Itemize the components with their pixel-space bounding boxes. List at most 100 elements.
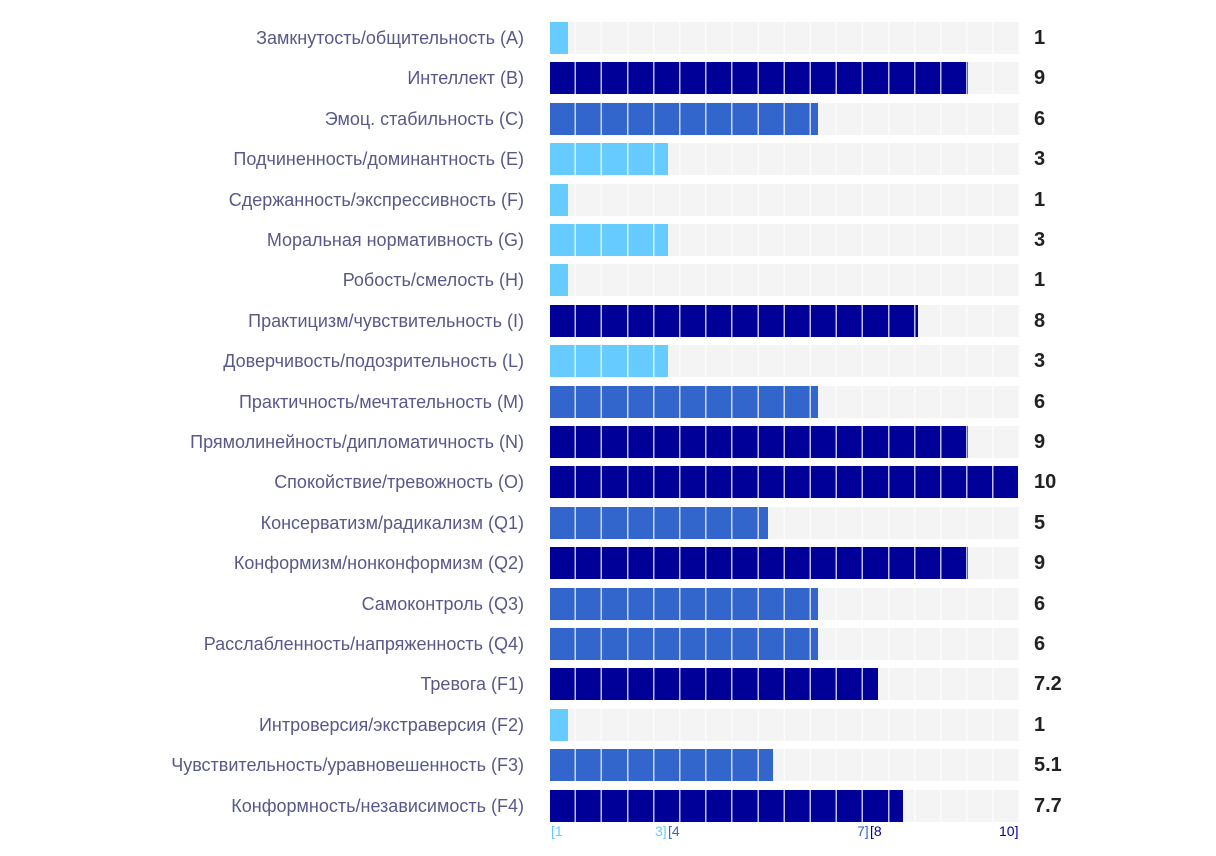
bar-track: [550, 708, 1020, 741]
bar-row: Самоконтроль (Q3) 6: [0, 587, 1216, 620]
category-label: Расслабленность/напряженность (Q4): [203, 634, 524, 654]
range-tick-label: [8: [870, 823, 882, 839]
range-tick-label: [4: [668, 823, 680, 839]
value-label: 1: [1034, 269, 1046, 292]
segment-grid: [550, 749, 1020, 782]
bar-track: [550, 587, 1020, 620]
segment-grid: [550, 708, 1020, 741]
segment-grid: [550, 789, 1020, 822]
segment-grid: [550, 385, 1020, 418]
segment-grid: [550, 547, 1020, 580]
category-label: Подчиненность/доминантность (E): [233, 149, 524, 170]
value-label: 9: [1034, 67, 1046, 90]
bar-row: Моральная нормативность (G) 3: [0, 224, 1216, 256]
category-label: Практичность/мечтательность (M): [238, 391, 524, 412]
value-label: 1: [1034, 188, 1046, 211]
value-label: 5.1: [1034, 754, 1062, 777]
bar-track: [550, 749, 1020, 782]
value-label: 6: [1034, 390, 1046, 413]
value-label: 6: [1034, 633, 1046, 655]
bar-row: Тревога (F1) 7.2: [0, 668, 1216, 701]
bar-row: Расслабленность/напряженность (Q4) 6: [0, 628, 1216, 660]
bar-row: Подчиненность/доминантность (E) 3: [0, 143, 1216, 176]
bar-track: [550, 547, 1020, 580]
segment-grid: [550, 466, 1020, 499]
category-label: Конформизм/нонконформизм (Q2): [233, 553, 524, 574]
segment-grid: [550, 426, 1020, 458]
segment-grid: [550, 506, 1020, 539]
segment-grid: [550, 183, 1020, 216]
bar-track: [550, 385, 1020, 418]
bar-row: Доверчивость/подозрительность (L) 3: [0, 345, 1216, 378]
bar-row: Интроверсия/экстраверсия (F2) 1: [0, 708, 1216, 741]
bar-track: [550, 628, 1020, 660]
category-label: Доверчивость/подозрительность (L): [223, 351, 524, 372]
value-label: 7.2: [1034, 673, 1062, 696]
category-label: Сдержанность/экспрессивность (F): [228, 189, 524, 210]
value-label: 6: [1034, 592, 1046, 615]
value-label: 10: [1034, 471, 1057, 494]
range-tick-label: [1: [551, 823, 563, 839]
bar-row: Замкнутость/общительность (A) 1: [0, 22, 1216, 54]
value-label: 6: [1034, 107, 1046, 130]
category-label: Эмоц. стабильность (C): [324, 108, 524, 129]
bar-track: [550, 102, 1020, 135]
bar-track: [550, 143, 1020, 176]
segment-grid: [550, 304, 1020, 337]
range-tick-label: 10]: [999, 823, 1019, 839]
category-label: Замкнутость/общительность (A): [256, 28, 524, 48]
value-label: 3: [1034, 350, 1046, 373]
segment-grid: [550, 668, 1020, 701]
bar-track: [550, 668, 1020, 701]
range-tick-label: 7]: [857, 823, 869, 839]
bar-row: Конформизм/нонконформизм (Q2) 9: [0, 547, 1216, 580]
bar-track: [550, 183, 1020, 216]
category-label: Интроверсия/экстраверсия (F2): [258, 714, 524, 735]
value-label: 1: [1034, 27, 1046, 49]
category-label: Самоконтроль (Q3): [361, 593, 524, 614]
segment-grid: [550, 62, 1020, 95]
category-label: Чувствительность/уравновешенность (F3): [171, 755, 524, 776]
value-label: 8: [1034, 309, 1046, 332]
category-label: Конформность/независимость (F4): [231, 795, 524, 816]
category-label: Прямолинейность/дипломатичность (N): [190, 432, 524, 452]
value-label: 9: [1034, 431, 1046, 453]
category-label: Робость/смелость (H): [342, 270, 524, 291]
value-label: 5: [1034, 511, 1046, 534]
bar-row: Интеллект (B) 9: [0, 62, 1216, 95]
category-label: Интеллект (B): [407, 68, 524, 89]
bar-track: [550, 466, 1020, 499]
bar-row: Конформность/независимость (F4) 7.7: [0, 789, 1216, 822]
bar-track: [550, 789, 1020, 822]
value-label: 9: [1034, 552, 1046, 575]
value-label: 3: [1034, 229, 1046, 251]
value-label: 3: [1034, 148, 1046, 171]
bar-row: Спокойствие/тревожность (O) 10: [0, 466, 1216, 499]
segment-grid: [550, 102, 1020, 135]
bar-row: Эмоц. стабильность (C) 6: [0, 102, 1216, 135]
bar-row: Консерватизм/радикализм (Q1) 5: [0, 506, 1216, 539]
bar-track: [550, 506, 1020, 539]
segment-grid: [550, 345, 1020, 378]
bar-row: Чувствительность/уравновешенность (F3) 5.…: [0, 749, 1216, 782]
segment-grid: [550, 224, 1020, 256]
bar-track: [550, 426, 1020, 458]
value-label: 7.7: [1034, 794, 1062, 817]
bar-row: Практицизм/чувствительность (I) 8: [0, 304, 1216, 337]
value-label: 1: [1034, 713, 1046, 736]
bar-track: [550, 304, 1020, 337]
range-tick-label: 3]: [655, 823, 667, 839]
segment-grid: [550, 264, 1020, 297]
bar-row: Робость/смелость (H) 1: [0, 264, 1216, 297]
category-label: Консерватизм/радикализм (Q1): [260, 512, 524, 533]
segment-grid: [550, 628, 1020, 660]
category-label: Спокойствие/тревожность (O): [274, 472, 524, 493]
bar-track: [550, 224, 1020, 256]
bar-track: [550, 62, 1020, 95]
bar-track: [550, 22, 1020, 54]
bar-track: [550, 264, 1020, 297]
bar-row: Сдержанность/экспрессивность (F) 1: [0, 183, 1216, 216]
bar-row: Прямолинейность/дипломатичность (N) 9: [0, 426, 1216, 458]
category-label: Моральная нормативность (G): [266, 230, 524, 250]
